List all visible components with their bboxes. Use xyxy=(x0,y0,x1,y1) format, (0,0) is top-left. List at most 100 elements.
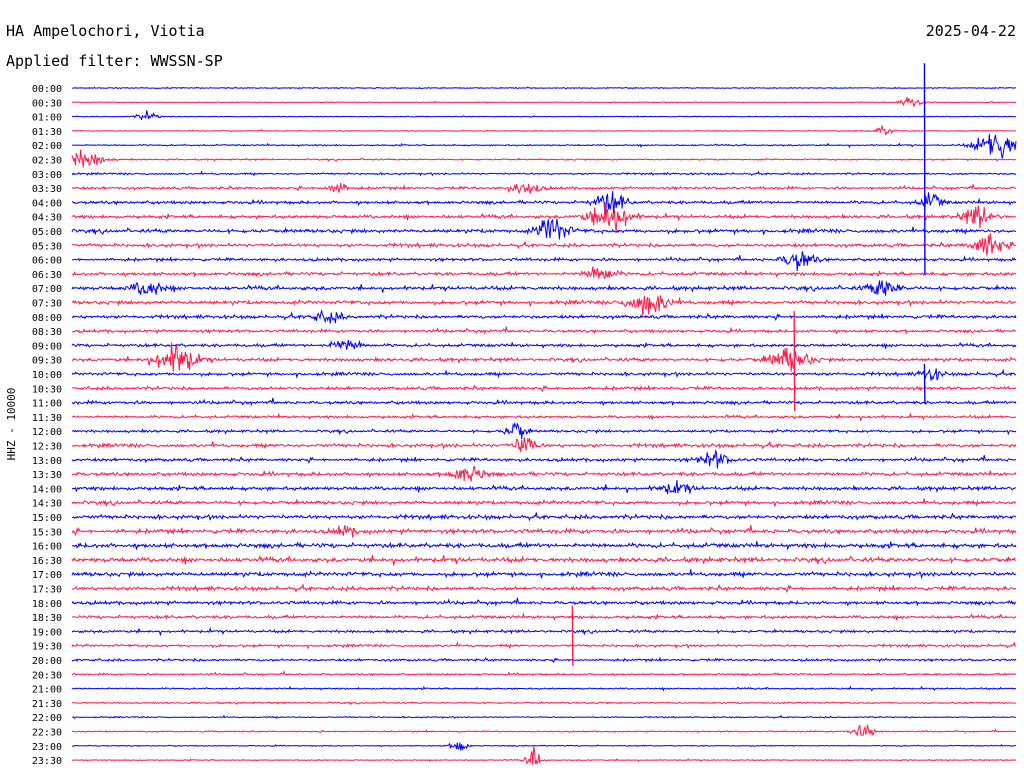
row-label-0730: 07:30 xyxy=(32,299,62,310)
chart-date: 2025-04-22 xyxy=(926,22,1016,40)
trace-row-0730 xyxy=(71,295,1017,316)
row-label-1500: 15:00 xyxy=(32,513,62,524)
trace-row-1900 xyxy=(71,626,1017,637)
trace-row-2030 xyxy=(71,669,1017,677)
trace-row-0030 xyxy=(71,97,1017,107)
trace-row-0130 xyxy=(71,124,1017,136)
trace-row-0530 xyxy=(71,233,1017,256)
trace-row-1830 xyxy=(71,612,1017,621)
chart-title: HA Ampelochori, Viotia xyxy=(6,22,205,40)
trace-row-1030 xyxy=(71,384,1017,393)
seismic-traces xyxy=(71,63,1017,766)
row-label-1000: 10:00 xyxy=(32,370,62,381)
row-label-1700: 17:00 xyxy=(32,570,62,581)
row-label-0800: 08:00 xyxy=(32,313,62,324)
trace-row-1530 xyxy=(71,524,1017,538)
trace-row-0430 xyxy=(71,202,1017,232)
trace-row-0400 xyxy=(71,191,1017,215)
row-label-0430: 04:30 xyxy=(32,213,62,224)
row-label-0300: 03:00 xyxy=(32,170,62,181)
row-label-1730: 17:30 xyxy=(32,585,62,596)
row-label-2230: 22:30 xyxy=(32,728,62,739)
spike-3 xyxy=(571,605,574,666)
row-label-0500: 05:00 xyxy=(32,227,62,238)
trace-row-1600 xyxy=(71,541,1017,551)
row-label-0930: 09:30 xyxy=(32,356,62,367)
trace-row-1130 xyxy=(71,412,1017,422)
trace-row-1100 xyxy=(71,397,1017,407)
row-label-0100: 01:00 xyxy=(32,113,62,124)
row-label-1900: 19:00 xyxy=(32,627,62,638)
row-label-1330: 13:30 xyxy=(32,470,62,481)
trace-row-1230 xyxy=(71,437,1017,453)
trace-row-1700 xyxy=(71,569,1017,580)
trace-row-0800 xyxy=(71,308,1017,324)
row-label-2300: 23:00 xyxy=(32,742,62,753)
row-label-1830: 18:30 xyxy=(32,613,62,624)
trace-row-1500 xyxy=(71,512,1017,522)
row-label-0600: 06:00 xyxy=(32,256,62,267)
row-label-0130: 01:30 xyxy=(32,127,62,138)
trace-row-0900 xyxy=(71,339,1017,350)
row-label-0000: 00:00 xyxy=(32,84,62,95)
y-axis-label: HHZ - 10000 xyxy=(5,388,18,461)
row-label-2200: 22:00 xyxy=(32,713,62,724)
row-label-1100: 11:00 xyxy=(32,399,62,410)
trace-row-0200 xyxy=(72,134,1017,159)
trace-row-1930 xyxy=(71,641,1017,650)
row-label-1530: 15:30 xyxy=(32,527,62,538)
row-label-1200: 12:00 xyxy=(32,427,62,438)
trace-row-2000 xyxy=(71,656,1017,663)
trace-row-2330 xyxy=(71,746,1017,766)
trace-row-0500 xyxy=(71,218,1017,240)
trace-row-1400 xyxy=(71,480,1017,495)
trace-row-0000 xyxy=(71,86,1017,90)
row-label-1030: 10:30 xyxy=(32,384,62,395)
row-label-1800: 18:00 xyxy=(32,599,62,610)
row-label-1600: 16:00 xyxy=(32,542,62,553)
trace-row-0630 xyxy=(71,266,1017,280)
trace-row-0700 xyxy=(71,280,1017,296)
trace-row-1000 xyxy=(71,368,1017,381)
spike-2 xyxy=(793,311,796,412)
row-label-1430: 14:30 xyxy=(32,499,62,510)
row-label-0830: 08:30 xyxy=(32,327,62,338)
trace-row-1430 xyxy=(71,498,1017,508)
trace-row-1300 xyxy=(71,449,1017,469)
row-label-2000: 20:00 xyxy=(32,656,62,667)
row-label-2030: 20:30 xyxy=(32,670,62,681)
trace-row-2100 xyxy=(71,685,1016,692)
trace-row-0330 xyxy=(71,182,1017,195)
row-label-1400: 14:00 xyxy=(32,484,62,495)
row-label-0900: 09:00 xyxy=(32,341,62,352)
row-label-0230: 02:30 xyxy=(32,156,62,167)
row-label-0530: 05:30 xyxy=(32,241,62,252)
trace-row-0230 xyxy=(71,149,1016,168)
spike-0 xyxy=(923,63,926,276)
row-label-2100: 21:00 xyxy=(32,685,62,696)
trace-row-1630 xyxy=(71,555,1017,566)
trace-row-0930 xyxy=(71,342,1017,372)
row-label-2130: 21:30 xyxy=(32,699,62,710)
row-label-0200: 02:00 xyxy=(32,141,62,152)
row-label-1130: 11:30 xyxy=(32,413,62,424)
row-label-0700: 07:00 xyxy=(32,284,62,295)
trace-row-2300 xyxy=(72,742,1017,751)
row-label-2330: 23:30 xyxy=(32,756,62,767)
row-label-1230: 12:30 xyxy=(32,442,62,453)
trace-row-1200 xyxy=(71,421,1017,440)
trace-row-1800 xyxy=(71,597,1017,607)
trace-row-0830 xyxy=(71,326,1017,335)
row-label-1630: 16:30 xyxy=(32,556,62,567)
row-label-1930: 19:30 xyxy=(32,642,62,653)
trace-row-1330 xyxy=(71,465,1017,482)
row-label-0400: 04:00 xyxy=(32,198,62,209)
trace-row-2230 xyxy=(72,724,1016,736)
trace-row-2130 xyxy=(71,701,1017,706)
trace-row-0600 xyxy=(71,251,1017,272)
trace-row-1730 xyxy=(71,583,1017,594)
row-label-1300: 13:00 xyxy=(32,456,62,467)
chart-subtitle: Applied filter: WWSSN-SP xyxy=(6,52,223,70)
trace-row-2200 xyxy=(71,714,1017,720)
